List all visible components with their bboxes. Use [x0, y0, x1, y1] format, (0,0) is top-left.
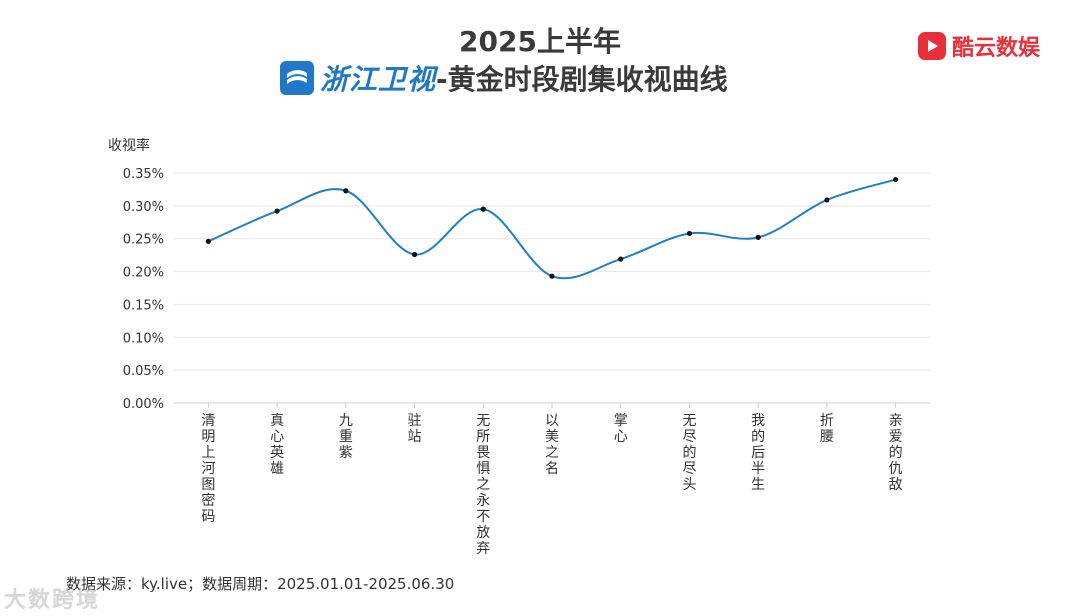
data-point: [274, 208, 280, 214]
watermark: 大数跨境: [4, 588, 101, 613]
chart-title-line1: 2025上半年: [459, 25, 621, 58]
data-source-note: 数据来源：ky.live；数据周期：2025.01.01-2025.06.30: [66, 575, 455, 593]
x-tick-label: 掌心: [614, 413, 628, 445]
x-tick-label: 以美之名: [545, 413, 559, 477]
brand-name: 酷云数娱: [952, 36, 1041, 61]
zhejiang-tv-logo-icon: [280, 61, 314, 95]
data-point: [686, 230, 693, 237]
x-tick-label: 九重紫: [339, 413, 353, 461]
y-tick-label: 0.10%: [123, 331, 164, 346]
y-tick-label: 0.05%: [123, 364, 164, 379]
x-tick-label: 清明上河图密码: [201, 413, 215, 525]
y-tick-label: 0.15%: [123, 298, 164, 313]
y-tick-label: 0.25%: [123, 233, 164, 248]
data-point: [480, 206, 486, 212]
channel-name: 浙江卫视: [320, 63, 437, 96]
play-logo-icon: [918, 32, 946, 60]
data-point: [893, 176, 899, 183]
y-tick-label: 0.20%: [123, 266, 164, 281]
data-point: [205, 238, 211, 244]
x-tick-label: 无所畏惧之永不放弃: [476, 413, 490, 557]
data-point: [411, 251, 418, 258]
data-point: [618, 256, 624, 262]
data-point: [549, 273, 555, 279]
chart-title-line2: 浙江卫视 -黄金时段剧集收视曲线: [280, 58, 728, 98]
series-line: [207, 178, 896, 280]
x-tick-label: 折腰: [820, 413, 834, 445]
data-point: [343, 188, 349, 194]
x-tick-label: 驻站: [408, 413, 422, 445]
x-tick-label: 无尽的尽头: [682, 413, 696, 493]
title-suffix: -黄金时段剧集收视曲线: [436, 63, 728, 96]
x-tick-label: 我的后半生: [751, 413, 765, 493]
y-tick-label: 0.00%: [123, 397, 164, 412]
x-tick-label: 真心英雄: [270, 413, 284, 477]
data-point: [824, 197, 830, 203]
brand-logo: 酷云数娱: [918, 30, 1040, 62]
data-point: [755, 234, 761, 240]
y-tick-label: 0.35%: [123, 167, 164, 182]
y-tick-label: 0.30%: [123, 200, 164, 215]
y-axis-label: 收视率: [108, 137, 150, 154]
x-tick-label: 亲爱的仇敌: [889, 413, 903, 493]
